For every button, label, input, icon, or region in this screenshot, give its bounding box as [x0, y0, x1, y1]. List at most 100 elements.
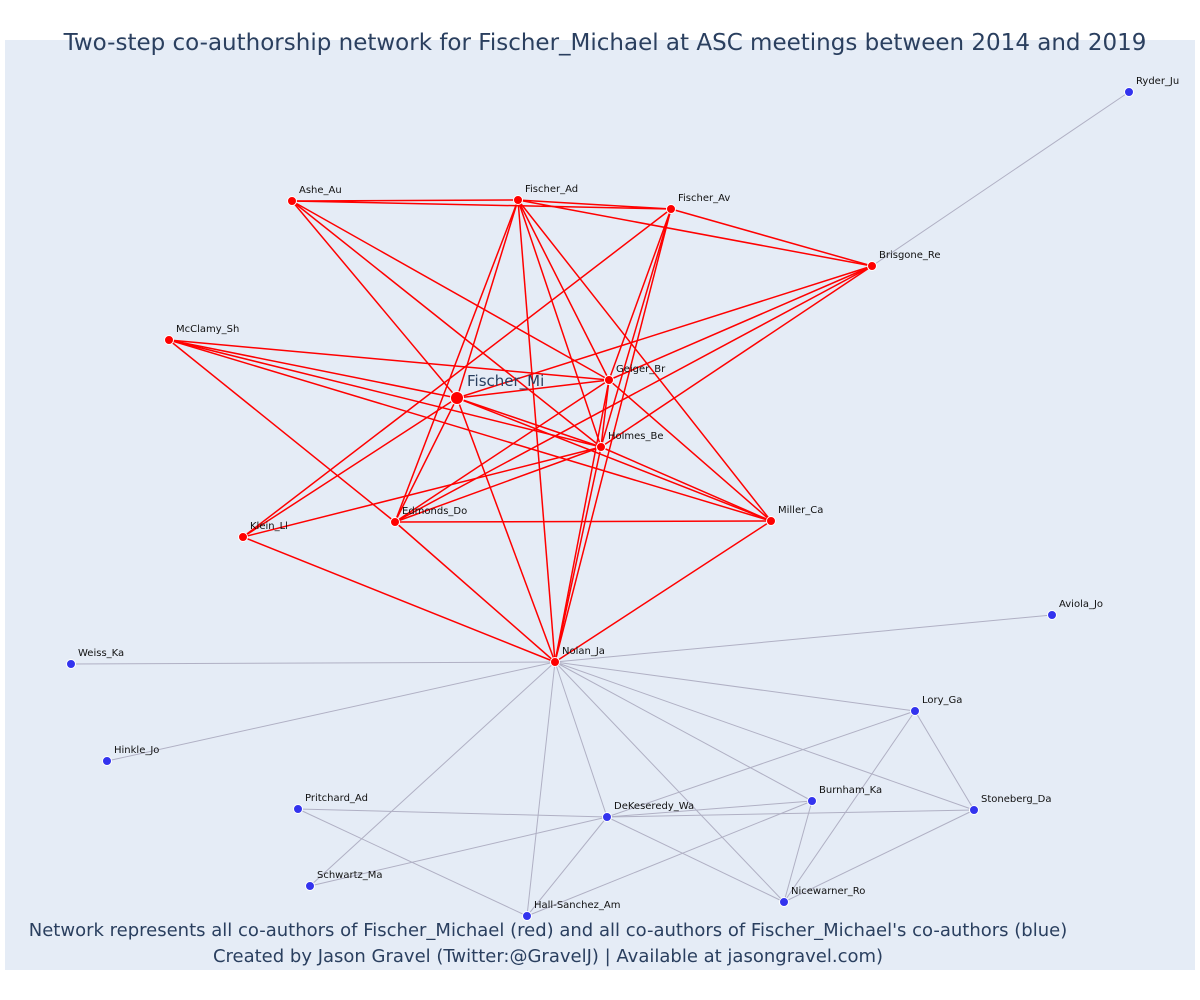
node-label-Nolan_Ja: Nolan_Ja: [562, 646, 605, 657]
node-Lory_Ga[interactable]: [910, 706, 920, 716]
edge-DeKeseredy_Wa-Schwartz_Ma: [309, 816, 608, 887]
node-label-Stoneberg_Da: Stoneberg_Da: [981, 794, 1052, 805]
edge-Holmes_Be-Klein_Ll: [242, 446, 602, 538]
edge-Burnham_Ka-Nicewarner_Ro: [783, 800, 813, 903]
node-Brisgone_Re[interactable]: [867, 261, 877, 271]
edge-Ashe_Au-Holmes_Be: [291, 200, 602, 448]
edge-Brisgone_Re-Edmonds_Do: [394, 265, 873, 523]
node-label-Weiss_Ka: Weiss_Ka: [78, 648, 124, 659]
edge-Fischer_Ad-Brisgone_Re: [517, 199, 873, 267]
node-Fischer_Av[interactable]: [666, 204, 676, 214]
edge-Fischer_Mi-Nolan_Ja: [456, 397, 556, 663]
edge-Fischer_Ad-Miller_Ca: [517, 199, 772, 522]
node-Hall-Sanchez_Am[interactable]: [522, 911, 532, 921]
edge-Fischer_Mi-Geiger_Br: [456, 379, 610, 399]
node-Geiger_Br[interactable]: [604, 375, 614, 385]
node-Holmes_Be[interactable]: [596, 442, 606, 452]
edge-Ryder_Ju-Brisgone_Re: [871, 91, 1130, 267]
node-label-McClamy_Sh: McClamy_Sh: [176, 324, 239, 335]
edge-layer: [70, 91, 1130, 917]
edge-Fischer_Av-Nolan_Ja: [554, 208, 672, 663]
node-Stoneberg_Da[interactable]: [969, 805, 979, 815]
node-label-Geiger_Br: Geiger_Br: [616, 364, 666, 375]
edge-Burnham_Ka-Hall-Sanchez_Am: [526, 800, 813, 917]
edge-Fischer_Av-Brisgone_Re: [670, 208, 873, 267]
edge-Ashe_Au-Fischer_Ad: [291, 199, 519, 202]
edge-Fischer_Av-Geiger_Br: [608, 208, 672, 381]
edge-Nolan_Ja-Schwartz_Ma: [309, 661, 556, 887]
edge-Nolan_Ja-DeKeseredy_Wa: [554, 661, 608, 818]
edge-Edmonds_Do-Miller_Ca: [394, 520, 772, 523]
node-Schwartz_Ma[interactable]: [305, 881, 315, 891]
edge-Nolan_Ja-Nicewarner_Ro: [554, 661, 785, 903]
node-label-Nicewarner_Ro: Nicewarner_Ro: [791, 886, 865, 897]
edge-Geiger_Br-Holmes_Be: [600, 379, 610, 448]
node-McClamy_Sh[interactable]: [164, 335, 174, 345]
node-Aviola_Jo[interactable]: [1047, 610, 1057, 620]
label-layer: Fischer_Mi Ashe_Au Fischer_Ad Fischer_Av Bri…: [78, 76, 1179, 911]
chart-title: Two-step co-authorship network for Fisch…: [63, 30, 1147, 56]
edge-McClamy_Sh-Geiger_Br: [168, 339, 610, 381]
node-label-Edmonds_Do: Edmonds_Do: [402, 506, 467, 517]
node-Fischer_Mi[interactable]: [450, 391, 464, 405]
edge-Fischer_Ad-Geiger_Br: [517, 199, 610, 381]
node-Ryder_Ju[interactable]: [1124, 87, 1134, 97]
edge-Stoneberg_Da-Nicewarner_Ro: [783, 809, 975, 903]
edge-McClamy_Sh-Edmonds_Do: [168, 339, 396, 523]
node-label-Lory_Ga: Lory_Ga: [922, 695, 962, 706]
node-Klein_Ll[interactable]: [238, 532, 248, 542]
edge-Edmonds_Do-Nolan_Ja: [394, 521, 556, 663]
node-label-Miller_Ca: Miller_Ca: [778, 505, 823, 516]
edge-Klein_Ll-Nolan_Ja: [242, 536, 556, 663]
node-label-Klein_Ll: Klein_Ll: [250, 521, 288, 532]
plot-area: [5, 40, 1195, 970]
node-Miller_Ca[interactable]: [766, 516, 776, 526]
caption: Network represents all co-authors of Fis…: [0, 918, 1096, 970]
node-Edmonds_Do[interactable]: [390, 517, 400, 527]
edge-Nolan_Ja-Hall-Sanchez_Am: [526, 661, 556, 917]
edge-McClamy_Sh-Holmes_Be: [168, 339, 602, 448]
node-Burnham_Ka[interactable]: [807, 796, 817, 806]
edge-DeKeseredy_Wa-Hall-Sanchez_Am: [526, 816, 608, 917]
node-Nolan_Ja[interactable]: [550, 657, 560, 667]
edge-Lory_Ga-DeKeseredy_Wa: [606, 710, 916, 818]
edge-Nolan_Ja-Aviola_Jo: [554, 614, 1053, 663]
node-Nicewarner_Ro[interactable]: [779, 897, 789, 907]
edge-Lory_Ga-Stoneberg_Da: [914, 710, 975, 811]
node-Fischer_Ad[interactable]: [513, 195, 523, 205]
edge-Brisgone_Re-Holmes_Be: [600, 265, 873, 448]
node-label-Schwartz_Ma: Schwartz_Ma: [317, 870, 383, 881]
edge-Geiger_Br-Miller_Ca: [608, 379, 772, 522]
edge-Fischer_Mi-Holmes_Be: [456, 397, 602, 448]
node-Hinkle_Jo[interactable]: [102, 756, 112, 766]
edge-Nolan_Ja-Hinkle_Jo: [106, 661, 556, 762]
node-label-Holmes_Be: Holmes_Be: [608, 431, 664, 442]
edge-DeKeseredy_Wa-Stoneberg_Da: [606, 809, 975, 818]
node-Weiss_Ka[interactable]: [66, 659, 76, 669]
node-label-Hinkle_Jo: Hinkle_Jo: [114, 745, 159, 756]
edge-Miller_Ca-Nolan_Ja: [554, 520, 772, 663]
caption-line-2: Created by Jason Gravel (Twitter:@Gravel…: [212, 946, 884, 967]
edge-Nolan_Ja-Lory_Ga: [554, 661, 916, 712]
edge-Nolan_Ja-Stoneberg_Da: [554, 661, 975, 811]
edge-Holmes_Be-Miller_Ca: [600, 446, 772, 522]
caption-line-1: Network represents all co-authors of Fis…: [28, 920, 1068, 941]
node-label-Pritchard_Ad: Pritchard_Ad: [305, 793, 368, 804]
node-label-Fischer_Av: Fischer_Av: [678, 193, 730, 204]
edge-Nolan_Ja-Weiss_Ka: [70, 661, 556, 665]
node-label-Burnham_Ka: Burnham_Ka: [819, 785, 882, 796]
edge-Fischer_Av-Klein_Ll: [242, 208, 672, 538]
edge-McClamy_Sh-Miller_Ca: [168, 339, 772, 522]
edge-McClamy_Sh-Fischer_Mi: [168, 339, 458, 399]
edge-Nolan_Ja-Burnham_Ka: [554, 661, 813, 802]
edge-Fischer_Ad-Holmes_Be: [517, 199, 602, 448]
edge-Fischer_Ad-Edmonds_Do: [394, 199, 519, 523]
node-DeKeseredy_Wa[interactable]: [602, 812, 612, 822]
edge-Pritchard_Ad-DeKeseredy_Wa: [297, 808, 608, 818]
edge-Fischer_Av-Holmes_Be: [600, 208, 672, 448]
node-label-Fischer_Mi: Fischer_Mi: [467, 372, 544, 391]
node-Ashe_Au[interactable]: [287, 196, 297, 206]
node-label-Brisgone_Re: Brisgone_Re: [879, 250, 941, 261]
node-Pritchard_Ad[interactable]: [293, 804, 303, 814]
